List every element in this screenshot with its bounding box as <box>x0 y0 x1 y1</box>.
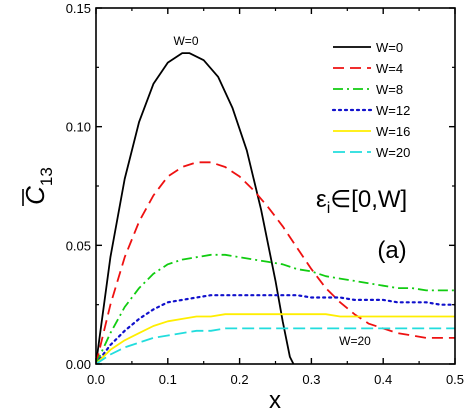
legend-label: W=16 <box>376 124 410 139</box>
y-axis-title-main: C <box>20 186 50 205</box>
annotation-bottom-w20: W=20 <box>339 334 371 348</box>
legend-label: W=20 <box>376 145 410 160</box>
annotation-peak-w0: W=0 <box>173 34 198 48</box>
y-tick-label: 0.05 <box>66 238 91 253</box>
annotation-epsilon: εi∈[0,W] <box>316 186 407 217</box>
y-axis-title: C13 <box>20 167 56 206</box>
epsilon-symbol: ε <box>316 186 327 213</box>
legend: W=0 W=4 W=8 W=12 W=16 W=20 <box>331 40 410 160</box>
series-layer <box>96 52 455 364</box>
series-line-w-12 <box>96 294 455 364</box>
series-line-w-8 <box>96 253 455 364</box>
x-tick-label: 0.2 <box>231 372 249 387</box>
x-tick-label: 0.5 <box>446 372 464 387</box>
legend-label: W=4 <box>376 61 403 76</box>
ticks-layer: 0.0 0.1 0.2 0.3 0.4 0.5 0.00 0.05 0.10 0.15 <box>66 1 464 387</box>
x-tick-label: 0.0 <box>87 372 105 387</box>
svg-text:C13: C13 <box>20 167 56 205</box>
x-axis-title: x <box>269 387 281 411</box>
series-line-w-16 <box>96 313 455 364</box>
y-axis-title-sub: 13 <box>37 167 56 186</box>
x-tick-label: 0.4 <box>374 372 392 387</box>
legend-label: W=12 <box>376 103 410 118</box>
legend-label: W=8 <box>376 82 403 97</box>
x-tick-label: 0.3 <box>302 372 320 387</box>
legend-label: W=0 <box>376 40 403 55</box>
series-line-w-20 <box>96 327 455 364</box>
y-tick-label: 0.10 <box>66 120 91 135</box>
y-tick-label: 0.15 <box>66 1 91 16</box>
epsilon-subscript: i <box>327 200 331 217</box>
panel-label: (a) <box>377 237 406 264</box>
epsilon-range: ∈[0,W] <box>330 186 407 213</box>
y-tick-label: 0.00 <box>66 357 91 372</box>
x-tick-label: 0.1 <box>159 372 177 387</box>
